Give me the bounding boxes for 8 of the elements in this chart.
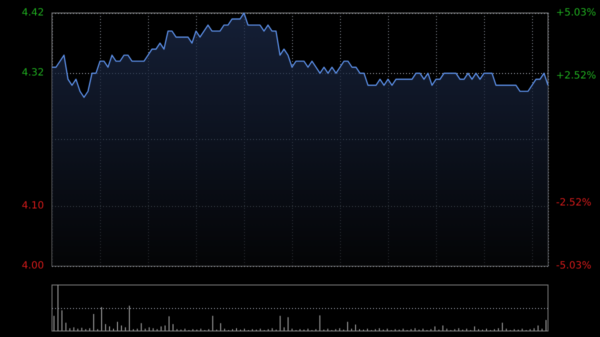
- y2-tick-label: -2.52%: [556, 197, 592, 208]
- y2-tick-label: +5.03%: [556, 8, 596, 18]
- y-tick-label: 4.42: [22, 8, 44, 18]
- y2-tick-label: +2.52%: [556, 70, 596, 82]
- y-tick-label: 4.00: [22, 260, 44, 272]
- y-tick-label: 4.10: [22, 200, 44, 212]
- y2-tick-label: -5.03%: [556, 260, 592, 272]
- y-tick-label: 4.32: [22, 68, 44, 79]
